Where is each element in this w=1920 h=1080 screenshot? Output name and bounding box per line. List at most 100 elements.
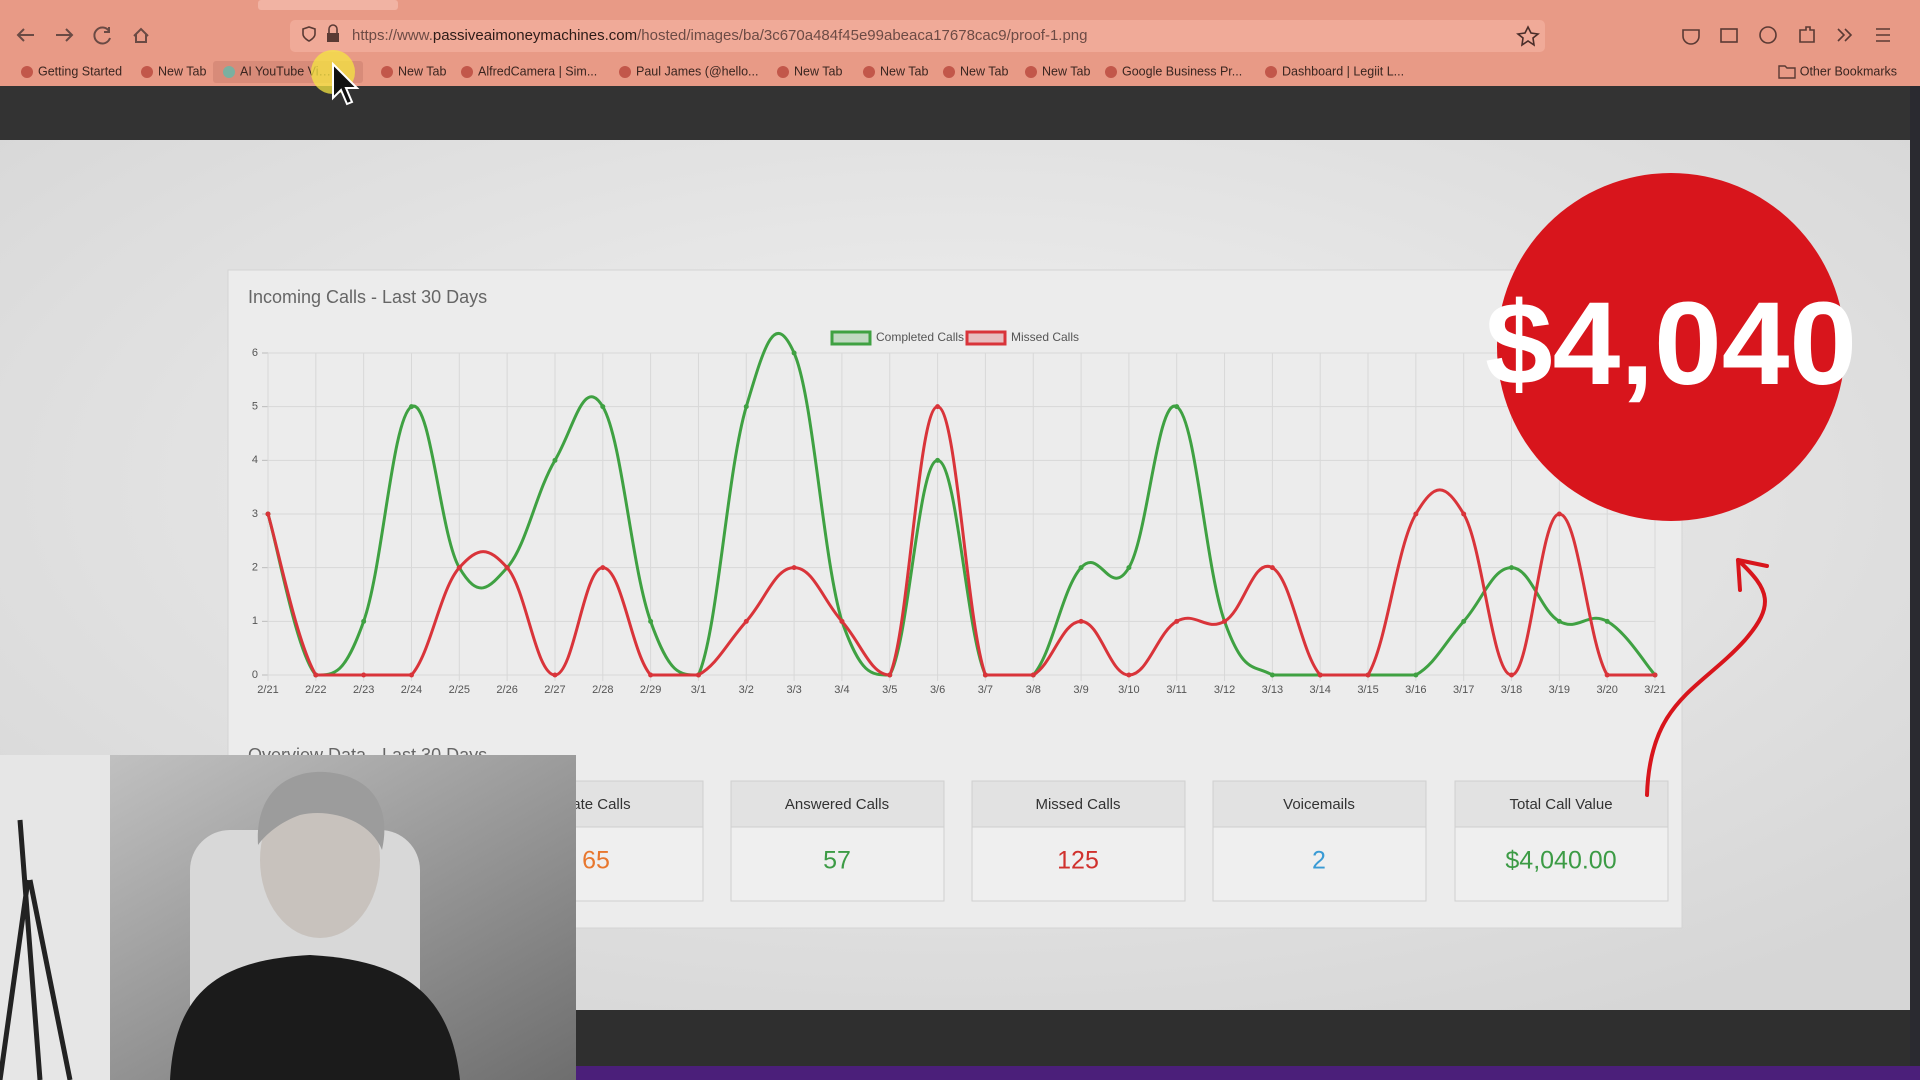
data-point (1030, 672, 1036, 678)
bookmark-icon (619, 66, 631, 78)
bookmark[interactable]: Getting Started (38, 64, 122, 78)
data-point (361, 618, 367, 624)
active-tab[interactable] (258, 0, 398, 10)
bookmark-icon (1025, 66, 1037, 78)
stat-label: Voicemails (1283, 796, 1355, 813)
data-point (552, 457, 558, 463)
data-point (791, 565, 797, 571)
bookmark[interactable]: AI YouTube Vi… (240, 64, 331, 78)
menu-icon[interactable] (1876, 28, 1890, 42)
bookmark-icon (863, 66, 875, 78)
data-point (935, 404, 941, 410)
x-tick-label: 3/17 (1453, 684, 1474, 696)
data-point (1556, 511, 1562, 517)
x-tick-label: 3/1 (691, 684, 706, 696)
bookmark[interactable]: Google Business Pr... (1122, 64, 1242, 78)
x-tick-label: 2/27 (544, 684, 565, 696)
x-tick-label: 2/25 (449, 684, 470, 696)
stat-label: Total Call Value (1509, 796, 1612, 813)
home-button[interactable] (133, 27, 149, 43)
data-point (1461, 618, 1467, 624)
folder-icon (1778, 65, 1796, 79)
data-point (1269, 565, 1275, 571)
reload-button[interactable] (93, 26, 111, 45)
data-point (504, 565, 510, 571)
chart-title: Incoming Calls - Last 30 Days (248, 287, 487, 307)
overview-cards: icate Calls 65 Answered Calls 57 Missed Call… (489, 780, 1669, 902)
stat-label: Answered Calls (785, 796, 889, 813)
extensions-icon[interactable] (1799, 26, 1815, 43)
data-point (1174, 404, 1180, 410)
y-tick-label: 1 (252, 615, 258, 627)
data-point (648, 672, 654, 678)
data-point (408, 404, 414, 410)
back-button[interactable] (16, 28, 34, 42)
x-tick-label: 3/16 (1405, 684, 1426, 696)
lock-icon (327, 24, 339, 42)
x-tick-label: 3/8 (1026, 684, 1041, 696)
bookmark[interactable]: New Tab (1042, 64, 1090, 78)
x-tick-label: 3/2 (739, 684, 754, 696)
bookmark[interactable]: New Tab (794, 64, 842, 78)
data-point (648, 618, 654, 624)
bookmark-icon (21, 66, 33, 78)
x-tick-label: 3/11 (1166, 684, 1187, 696)
value-badge (1497, 173, 1845, 521)
x-tick-label: 3/19 (1549, 684, 1570, 696)
bookmark[interactable]: AlfredCamera | Sim... (478, 64, 597, 78)
bookmark-icon (777, 66, 789, 78)
bookmark-icon (381, 66, 393, 78)
bookmark-star[interactable] (1516, 25, 1540, 47)
data-point (1604, 618, 1610, 624)
nav-buttons (16, 26, 149, 45)
stat-card-header (1454, 780, 1669, 828)
stat-card-header (971, 780, 1186, 828)
data-point (1269, 672, 1275, 678)
y-tick-label: 3 (252, 508, 258, 520)
y-tick-label: 2 (252, 562, 258, 574)
data-point (1126, 672, 1132, 678)
data-point (361, 672, 367, 678)
x-tick-label: 3/12 (1214, 684, 1235, 696)
bookmark[interactable]: New Tab (960, 64, 1008, 78)
annotation-arrow (1645, 558, 1769, 797)
overflow-icon[interactable] (1837, 28, 1853, 42)
x-tick-label: 3/14 (1309, 684, 1330, 696)
bookmark-icon (141, 66, 153, 78)
forward-button[interactable] (56, 28, 74, 42)
x-tick-label: 3/21 (1644, 684, 1665, 696)
url-path: /hosted/images/ba/3c670a484f45e99abeaca1… (637, 27, 1087, 44)
bookmark[interactable]: New Tab (158, 64, 206, 78)
data-point (1509, 672, 1515, 678)
data-point (1413, 672, 1419, 678)
data-point (1461, 511, 1467, 517)
url-text: https://www.passiveaimoneymachines.com/h… (352, 27, 1087, 44)
y-tick-label: 4 (252, 454, 258, 466)
shield-icon (302, 26, 316, 42)
bookmark[interactable]: Paul James (@hello... (636, 64, 758, 78)
data-point (552, 672, 558, 678)
bookmark-icon (461, 66, 473, 78)
pocket-icon[interactable] (1682, 29, 1700, 45)
data-point (982, 672, 988, 678)
other-bookmarks[interactable]: Other Bookmarks (1800, 64, 1897, 78)
bookmark-icon (1265, 66, 1277, 78)
data-point (1604, 672, 1610, 678)
data-point (791, 350, 797, 356)
bookmark-icon (1105, 66, 1117, 78)
x-tick-label: 2/29 (640, 684, 661, 696)
url-domain: passiveaimoneymachines.com (433, 27, 637, 44)
bookmark[interactable]: New Tab (880, 64, 928, 78)
legend-swatch (830, 330, 872, 346)
sidebar-icon[interactable] (1720, 28, 1738, 43)
bookmark[interactable]: New Tab (398, 64, 446, 78)
stat-value: 57 (823, 847, 851, 875)
data-point (743, 404, 749, 410)
x-tick-label: 2/24 (401, 684, 422, 696)
account-icon[interactable] (1759, 26, 1777, 44)
bookmark[interactable]: Dashboard | Legiit L... (1282, 64, 1404, 78)
data-point (887, 672, 893, 678)
address-bar[interactable] (290, 20, 1545, 52)
stat-value: 125 (1057, 847, 1099, 875)
